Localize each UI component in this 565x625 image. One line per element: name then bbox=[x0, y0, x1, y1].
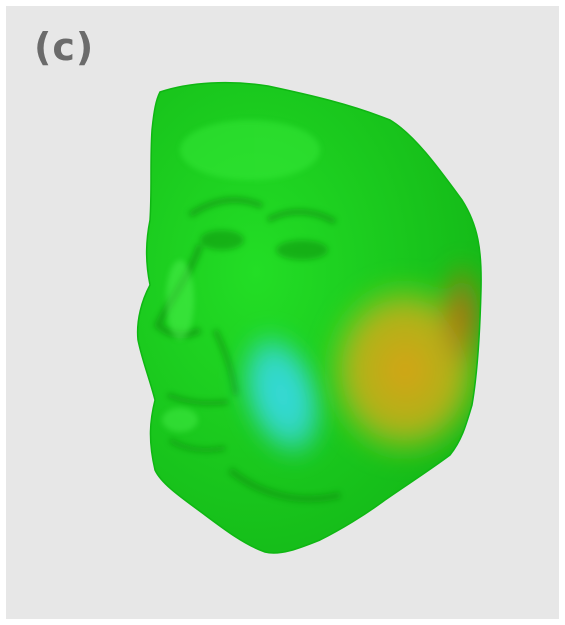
deviation-region-cheek bbox=[236, 327, 328, 463]
deviation-region-peak bbox=[434, 255, 482, 375]
surface-highlights bbox=[162, 120, 320, 432]
panel-label: (c) bbox=[34, 25, 95, 69]
facial-relief bbox=[153, 197, 341, 503]
face-outline bbox=[136, 81, 482, 554]
